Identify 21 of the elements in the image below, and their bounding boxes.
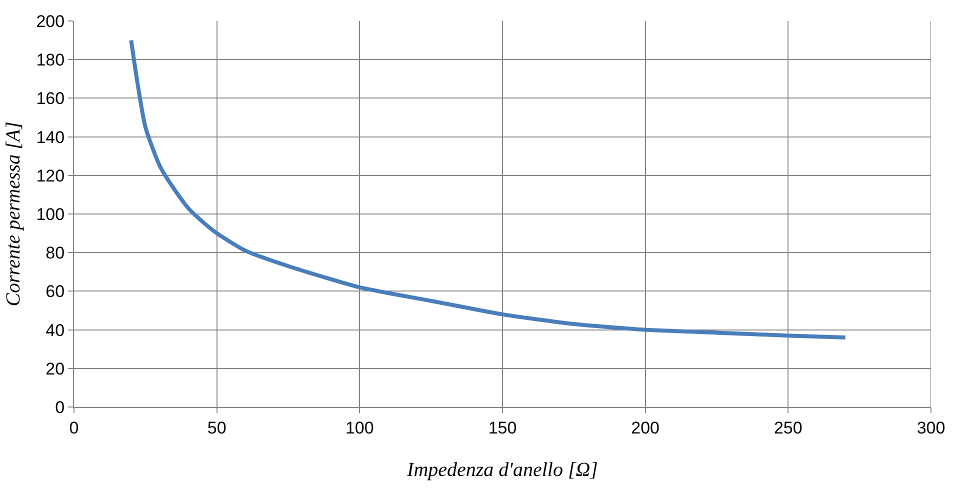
y-tick-label: 200: [36, 12, 65, 31]
y-tick-label: 120: [36, 166, 65, 186]
x-tick-label: 250: [774, 418, 802, 438]
y-axis-title: Corrente permessa [A]: [2, 122, 25, 306]
x-axis-title: Impedenza d'anello [Ω]: [406, 458, 598, 481]
x-tick-label: 50: [207, 418, 226, 438]
y-tick-label: 140: [36, 128, 65, 147]
x-tick-label: 0: [69, 418, 79, 438]
y-tick-label: 80: [46, 244, 65, 263]
x-tick-label: 100: [345, 418, 374, 438]
y-tick-label: 40: [46, 320, 65, 340]
x-tick-label: 300: [916, 418, 946, 438]
line-series: [129, 38, 848, 340]
y-tick-label: 100: [36, 204, 65, 224]
y-tick-label: 180: [36, 50, 65, 70]
y-tick-label: 60: [46, 282, 65, 302]
y-tick-label: 0: [55, 398, 65, 417]
x-tick-label: 150: [488, 418, 517, 438]
x-tick-label: 200: [631, 418, 660, 438]
y-tick-label: 20: [46, 359, 65, 378]
y-tick-label: 160: [36, 89, 65, 108]
